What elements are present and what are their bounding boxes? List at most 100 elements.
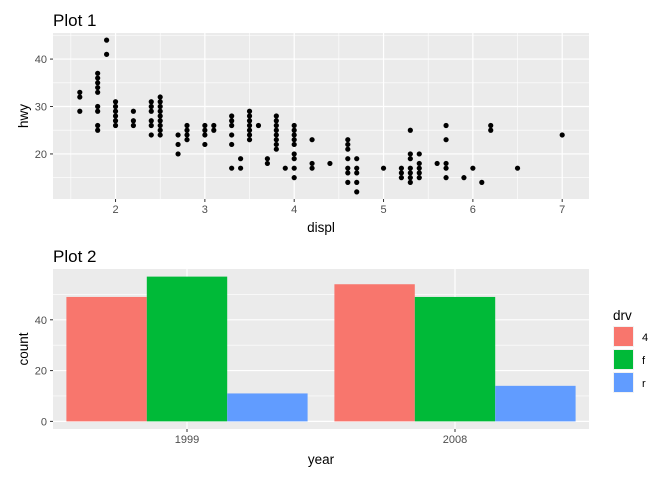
scatter-point bbox=[77, 89, 83, 95]
bar-f-1999 bbox=[146, 276, 228, 422]
scatter-point bbox=[148, 132, 154, 138]
scatter-point bbox=[291, 165, 297, 171]
plot-1: Plot 1 2 3 4 5 6 7 20 30 40 displ hwy bbox=[16, 11, 589, 235]
scatter-point bbox=[345, 156, 351, 162]
scatter-point bbox=[112, 103, 119, 110]
plot-2-y-axis: 0 20 40 bbox=[35, 315, 53, 428]
scatter-point bbox=[95, 70, 101, 76]
scatter-point bbox=[246, 132, 253, 138]
scatter-point bbox=[148, 108, 154, 114]
scatter-point bbox=[157, 94, 163, 100]
scatter-point bbox=[229, 165, 235, 171]
scatter-point bbox=[443, 175, 449, 181]
scatter-point bbox=[407, 156, 413, 162]
scatter-point bbox=[264, 156, 270, 162]
scatter-point bbox=[273, 118, 279, 124]
plot-2: Plot 2 1999 2008 0 20 40 year count drv 4 fr bbox=[16, 247, 648, 467]
bar-4-2008 bbox=[334, 284, 415, 422]
plot-2-legend: drv 4 fr bbox=[613, 308, 648, 393]
x-tick-label: 7 bbox=[559, 204, 565, 216]
x-tick-label: 3 bbox=[202, 204, 208, 216]
plot-2-bars bbox=[66, 276, 576, 422]
scatter-point bbox=[291, 122, 297, 129]
scatter-point bbox=[95, 127, 101, 133]
scatter-point bbox=[407, 127, 413, 133]
scatter-point bbox=[273, 132, 279, 138]
scatter-point bbox=[202, 132, 208, 138]
scatter-point bbox=[309, 165, 315, 171]
scatter-point bbox=[443, 165, 449, 171]
scatter-point bbox=[416, 165, 422, 171]
scatter-point bbox=[479, 179, 485, 185]
plot-1-x-axis: 2 3 4 5 6 7 bbox=[112, 199, 565, 216]
scatter-point bbox=[95, 122, 101, 129]
scatter-point bbox=[354, 156, 360, 162]
plot-1-x-label: displ bbox=[307, 220, 335, 235]
scatter-point bbox=[345, 141, 351, 148]
bar-r-2008 bbox=[495, 385, 576, 422]
plot-1-panel bbox=[53, 33, 589, 199]
scatter-point bbox=[416, 160, 422, 167]
legend-label-4: 4 bbox=[642, 332, 648, 344]
scatter-point bbox=[175, 151, 181, 157]
x-tick-label: 1999 bbox=[175, 434, 199, 446]
scatter-point bbox=[130, 122, 136, 129]
plot-2-title: Plot 2 bbox=[53, 247, 96, 266]
scatter-point bbox=[354, 179, 360, 185]
scatter-point bbox=[291, 151, 297, 157]
y-tick-label: 20 bbox=[35, 149, 47, 161]
scatter-point bbox=[264, 160, 270, 167]
scatter-point bbox=[443, 122, 449, 129]
scatter-point bbox=[229, 122, 235, 129]
scatter-point bbox=[354, 189, 360, 195]
plot-2-x-label: year bbox=[308, 452, 335, 467]
scatter-point bbox=[246, 108, 253, 114]
scatter-point bbox=[434, 160, 440, 167]
scatter-point bbox=[238, 165, 244, 171]
scatter-point bbox=[148, 103, 154, 110]
scatter-point bbox=[488, 122, 494, 129]
scatter-point bbox=[514, 165, 521, 171]
legend-label-f: f bbox=[642, 355, 646, 367]
scatter-point bbox=[282, 165, 288, 171]
scatter-point bbox=[246, 113, 253, 119]
scatter-point bbox=[77, 94, 83, 100]
x-tick-label: 6 bbox=[470, 204, 476, 216]
scatter-point bbox=[354, 170, 360, 176]
scatter-point bbox=[112, 122, 119, 129]
scatter-point bbox=[398, 175, 404, 181]
scatter-point bbox=[184, 127, 190, 133]
scatter-point bbox=[443, 160, 449, 167]
scatter-point bbox=[211, 122, 217, 129]
scatter-point bbox=[309, 160, 315, 167]
scatter-point bbox=[95, 89, 101, 95]
scatter-point bbox=[291, 137, 297, 143]
scatter-point bbox=[112, 113, 119, 119]
legend-key-r bbox=[614, 373, 633, 392]
scatter-point bbox=[354, 165, 360, 171]
plot-1-grid bbox=[53, 33, 589, 199]
scatter-point bbox=[416, 170, 422, 176]
scatter-point bbox=[130, 108, 136, 114]
y-tick-label: 40 bbox=[35, 315, 47, 327]
scatter-point bbox=[246, 122, 253, 129]
scatter-point bbox=[255, 122, 262, 129]
scatter-point bbox=[112, 118, 119, 124]
plot-1-y-label: hwy bbox=[16, 104, 31, 128]
bar-f-2008 bbox=[414, 296, 496, 422]
scatter-point bbox=[229, 132, 235, 138]
bar-4-1999 bbox=[66, 296, 147, 422]
scatter-point bbox=[291, 156, 297, 162]
scatter-point bbox=[184, 137, 190, 143]
scatter-point bbox=[488, 127, 494, 133]
y-tick-label: 30 bbox=[35, 102, 47, 114]
y-tick-label: 20 bbox=[35, 366, 47, 378]
scatter-point bbox=[559, 132, 565, 138]
scatter-point bbox=[112, 99, 119, 105]
scatter-point bbox=[95, 108, 101, 114]
scatter-point bbox=[345, 170, 351, 176]
y-tick-label: 0 bbox=[41, 416, 47, 428]
scatter-point bbox=[157, 99, 163, 105]
scatter-point bbox=[273, 113, 279, 119]
